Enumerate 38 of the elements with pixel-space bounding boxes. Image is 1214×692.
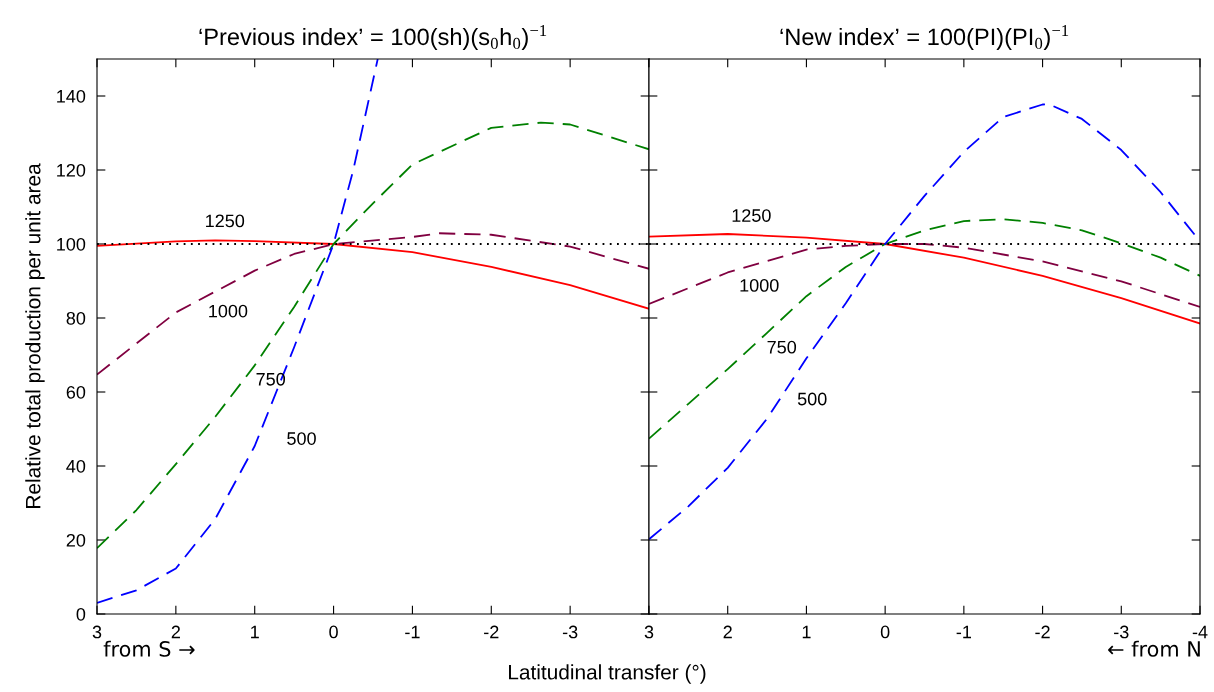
chart-title: ‘New index’ = 100(PI)(PI$_{0}$)$^{−1}$ (780, 25, 1069, 50)
series-label: 1000 (209, 304, 248, 318)
y-tick-label: 40 (66, 459, 86, 473)
y-axis-title: Relative total production per unit area (25, 163, 45, 508)
y-tick-label: 100 (57, 237, 86, 251)
x-tick-label: -2 (1035, 625, 1050, 639)
y-tick-label: 140 (57, 89, 86, 103)
line-series (97, 59, 379, 604)
x-tick-label: -1 (405, 625, 420, 639)
x-tick-label: 1 (802, 625, 811, 639)
x-axis-title: Latitudinal transfer (°) (509, 664, 706, 684)
series-label: 500 (797, 392, 827, 406)
y-tick-label: 60 (66, 385, 86, 399)
y-tick-label: 80 (66, 311, 86, 325)
series-label: 1250 (206, 214, 245, 228)
y-tick-label: 0 (76, 607, 86, 621)
series-label: 1000 (740, 278, 779, 292)
x-tick-label: -3 (562, 625, 578, 639)
x-tick-label: -1 (956, 625, 971, 639)
x-tick-label: -2 (484, 625, 499, 639)
series-label: 1250 (732, 209, 771, 222)
x-tick-label: 0 (880, 625, 890, 639)
x-tick-label: 1 (251, 625, 259, 639)
x-tick-label: 2 (171, 625, 180, 639)
series-label: 750 (256, 372, 286, 386)
y-tick-label: 20 (66, 533, 86, 547)
x-tick-label: -4 (1192, 625, 1208, 639)
y-tick-label: 120 (57, 163, 86, 177)
text: from S → (103, 640, 195, 657)
x-tick-label: 3 (644, 625, 654, 639)
x-tick-label: 3 (92, 625, 102, 639)
series-label: 500 (287, 432, 316, 445)
chart-title: ‘Previous index’ = 100(sh)(s$_{0}$h$_{0}$)$^{−1}$ (199, 25, 547, 50)
x-tick-label: 0 (329, 625, 338, 639)
text: ← from N (1108, 640, 1200, 657)
x-tick-label: -3 (1114, 625, 1129, 639)
series-label: 750 (767, 340, 797, 354)
x-tick-label: 2 (723, 625, 732, 639)
